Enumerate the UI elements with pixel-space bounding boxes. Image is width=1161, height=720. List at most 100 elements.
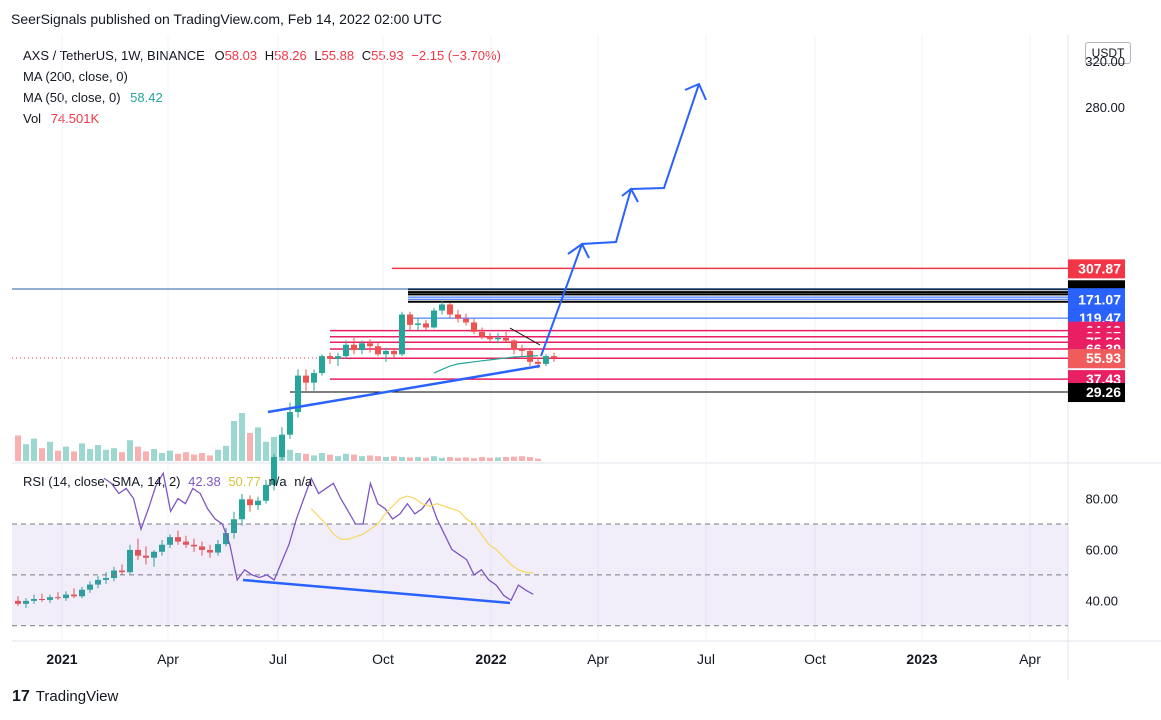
volume-bar [223, 445, 229, 461]
candle-body [95, 579, 101, 585]
close-value: 55.93 [371, 48, 404, 63]
candle-body [167, 537, 173, 545]
volume-bar [447, 457, 453, 461]
volume-bar [527, 457, 533, 461]
volume-bar [479, 457, 485, 461]
low-value: 55.88 [321, 48, 355, 63]
drawings [267, 82, 707, 414]
open-label: O [214, 48, 225, 63]
ma50-row[interactable]: MA (50, close, 0) 58.42 [23, 87, 501, 108]
candle-body [359, 343, 365, 351]
volume-bar [95, 445, 101, 461]
time-tick: Jul [269, 651, 287, 667]
candle-body [295, 375, 301, 413]
rsi-divergence-line [242, 578, 511, 605]
candle-body [15, 600, 21, 604]
time-axis: 2021 Apr Jul Oct 2022 Apr Jul Oct 2023 Apr [46, 651, 1041, 667]
volume-bar [255, 427, 261, 461]
time-tick: Oct [372, 651, 394, 667]
rsi-pane: 80.00 60.00 40.00 [12, 471, 1118, 627]
candle-body [111, 570, 117, 579]
volume-bar [335, 456, 341, 461]
red-level-tag: 307.87 [1078, 260, 1121, 276]
candle-body [455, 314, 461, 319]
candle-body [367, 343, 373, 347]
arrowhead [684, 82, 707, 101]
volume-bar [311, 455, 317, 461]
ma50-line [433, 355, 539, 374]
close-price-tag: 55.93 [1086, 350, 1121, 366]
volume-bar [127, 440, 133, 461]
candle-body [351, 344, 357, 351]
volume-bar [519, 456, 525, 461]
rsi-sma-line [310, 495, 534, 574]
horizontal-levels [12, 267, 1068, 393]
close-label: C [361, 48, 372, 63]
candle-body [503, 337, 509, 341]
volume-bar [191, 454, 197, 461]
brand-name: TradingView [35, 688, 119, 705]
rsi-tick: 60.00 [1085, 542, 1118, 557]
volume-bar [511, 456, 517, 461]
high-value: 58.26 [274, 48, 307, 63]
ma200-row[interactable]: MA (200, close, 0) [23, 66, 501, 87]
time-tick: Jul [697, 651, 715, 667]
rsi-sma-value: 50.77 [228, 474, 261, 489]
candle-body [223, 533, 229, 545]
volume-bar [55, 450, 61, 461]
candle-body [303, 375, 309, 383]
symbol-label[interactable]: AXS / TetherUS, 1W, BINANCE [23, 48, 205, 63]
candle-body [383, 350, 389, 355]
volume-bar [207, 455, 213, 461]
time-tick: Oct [804, 651, 826, 667]
candle-body [487, 336, 493, 340]
candle-body [247, 499, 253, 506]
tradingview-logo-icon: 17 [12, 688, 30, 705]
volume-bar [215, 449, 221, 461]
rsi-line [103, 471, 534, 602]
currency-unit-button[interactable]: USDT [1085, 42, 1131, 64]
candle-body [255, 500, 261, 506]
price-tick: 280.00 [1085, 100, 1125, 115]
volume-bar [167, 450, 173, 461]
candle-body [47, 597, 53, 600]
volume-bar [159, 453, 165, 461]
volume-bar [399, 457, 405, 461]
volume-bar [71, 451, 77, 461]
volume-bar [263, 441, 269, 461]
rsi-band [12, 524, 1068, 626]
candle-body [159, 544, 165, 552]
projection-arrow [540, 83, 700, 357]
ohlc-row: AXS / TetherUS, 1W, BINANCE O58.03 H58.2… [23, 45, 501, 66]
volume-bar [87, 449, 93, 461]
candle-body [199, 546, 205, 550]
time-tick: Apr [587, 651, 609, 667]
rsi-tick: 80.00 [1085, 492, 1118, 507]
candle-body [407, 314, 413, 325]
candle-body [55, 597, 61, 599]
volume-bar [391, 456, 397, 461]
volume-bar [247, 433, 253, 461]
candle-body [39, 599, 45, 601]
volume-bar [39, 448, 45, 461]
rsi-value: 42.38 [188, 474, 221, 489]
vol-row[interactable]: Vol 74.501K [23, 108, 501, 129]
volume-bar [351, 454, 357, 461]
price-axis: 320.00280.00307.87206.87195.82187.53163.… [1068, 54, 1125, 403]
candle-body [215, 544, 221, 553]
footer-brand[interactable]: 17 TradingView [12, 688, 118, 706]
rsi-na-2: n/a [294, 474, 313, 489]
candle-body [551, 356, 557, 358]
candle-body [23, 600, 29, 604]
candle-body [415, 323, 421, 325]
red-level-tag-bg [1068, 259, 1125, 279]
volume-bar [471, 458, 477, 461]
volume-bar [463, 457, 469, 461]
candle-body [191, 544, 197, 547]
volume-bar [79, 443, 85, 461]
candle-body [271, 457, 277, 485]
rsi-legend[interactable]: RSI (14, close, SMA, 14, 2) 42.38 50.77 … [23, 474, 312, 489]
candle-body [87, 584, 93, 590]
rsi-na-1: n/a [268, 474, 287, 489]
